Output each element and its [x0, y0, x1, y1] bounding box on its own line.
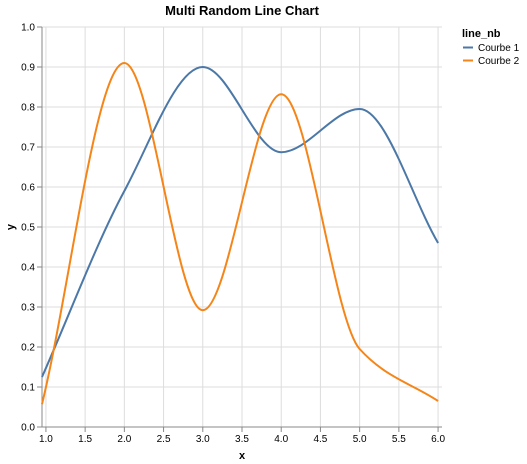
chart-title: Multi Random Line Chart [165, 3, 320, 18]
y-tick-label: 0.0 [21, 423, 35, 434]
x-tick-label: 4.0 [274, 434, 288, 445]
grid [42, 26, 442, 428]
x-tick-label: 1.5 [78, 434, 92, 445]
y-tick-label: 0.4 [21, 263, 35, 274]
x-tick-label: 2.0 [117, 434, 131, 445]
series-line-1 [41, 65, 439, 378]
x-tick-label: 6.0 [431, 434, 445, 445]
axes: 1.0 1.5 2.0 2.5 3.0 3.5 4.0 4.5 5.0 5.5 6.0 0.0 0.1 0… [21, 23, 445, 446]
x-tick-label: 3.0 [196, 434, 210, 445]
x-tick-label: 2.5 [157, 434, 171, 445]
series-lines [41, 61, 439, 405]
x-axis-title: x [239, 450, 246, 462]
y-tick-label: 0.8 [21, 103, 35, 114]
x-tick-label: 5.5 [392, 434, 406, 445]
y-tick-label: 0.1 [21, 383, 35, 394]
legend-label: Courbe 2 [478, 56, 520, 67]
y-tick-label: 0.9 [21, 63, 35, 74]
x-tick-label: 4.5 [313, 434, 327, 445]
y-tick-label: 0.5 [21, 223, 35, 234]
x-tick-label: 1.0 [39, 434, 53, 445]
x-tick-label: 5.0 [353, 434, 367, 445]
y-tick-label: 1.0 [21, 23, 35, 34]
y-tick-label: 0.3 [21, 303, 35, 314]
y-tick-label: 0.2 [21, 343, 35, 354]
y-axis-title: y [5, 223, 17, 230]
series-line-2 [41, 61, 439, 405]
y-tick-label: 0.7 [21, 143, 35, 154]
x-tick-label: 3.5 [235, 434, 249, 445]
legend: line_nb Courbe 1 Courbe 2 [462, 28, 520, 67]
y-tick-label: 0.6 [21, 183, 35, 194]
legend-title: line_nb [462, 28, 501, 40]
legend-label: Courbe 1 [478, 43, 520, 54]
